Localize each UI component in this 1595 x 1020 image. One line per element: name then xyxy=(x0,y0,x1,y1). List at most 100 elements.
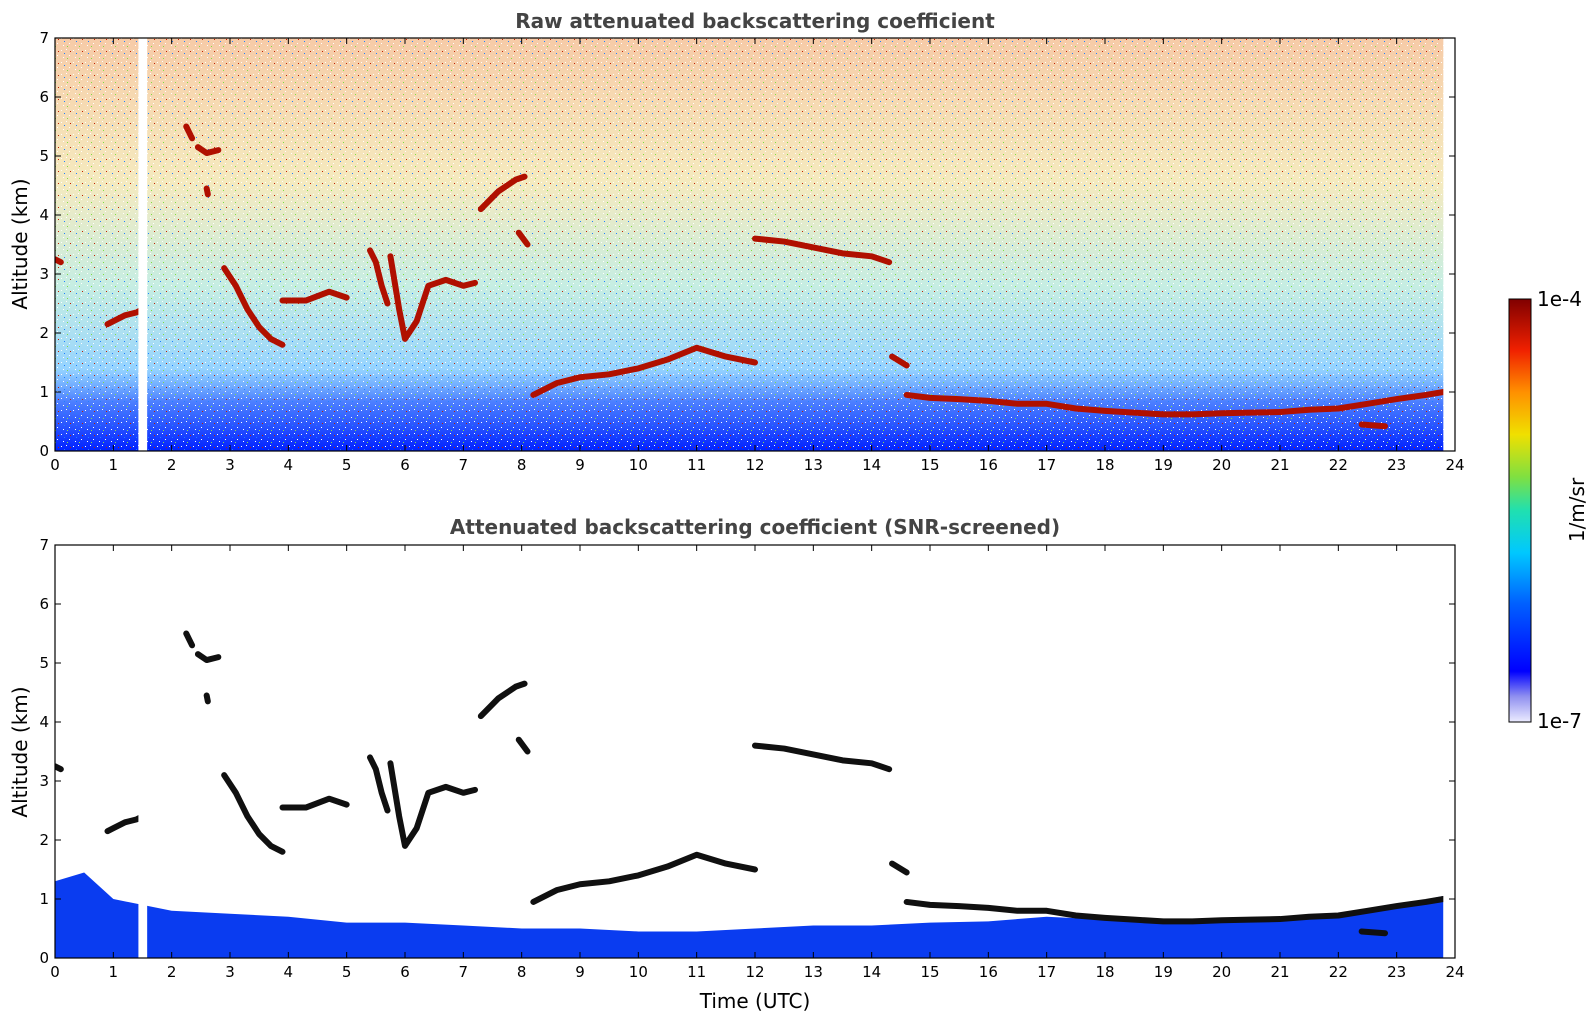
raw-x-tick-label: 20 xyxy=(1212,456,1231,474)
screened-data-end-gap xyxy=(1443,545,1455,958)
raw-y-tick-label: 6 xyxy=(39,88,49,106)
screened-cloud-layer xyxy=(221,772,286,855)
screened-x-tick-label: 8 xyxy=(517,963,527,981)
colorbar-gradient xyxy=(1508,298,1532,723)
raw-x-tick-label: 23 xyxy=(1387,456,1406,474)
screened-cloud-layer xyxy=(530,851,758,905)
screened-x-tick-label: 23 xyxy=(1387,963,1406,981)
raw-x-tick-label: 22 xyxy=(1329,456,1348,474)
raw-y-tick-label: 2 xyxy=(39,324,49,342)
raw-x-tick-label: 9 xyxy=(575,456,585,474)
screened-cloud-layer xyxy=(183,630,196,649)
raw-cloud-layer xyxy=(183,123,196,142)
raw-cloud-layer xyxy=(889,353,910,369)
screened-cloud-layer xyxy=(889,860,910,876)
colorbar-unit-label: 1/m/sr xyxy=(1565,477,1589,542)
raw-cloud-layer xyxy=(55,256,64,266)
screened-cloud-layer xyxy=(387,760,478,849)
raw-cloud-layer xyxy=(530,344,758,398)
raw-x-tick-label: 15 xyxy=(920,456,939,474)
raw-cloud-layer xyxy=(1358,421,1388,430)
screened-boundary-layer xyxy=(55,872,1444,958)
raw-cloud-layer xyxy=(477,173,528,213)
raw-x-tick-label: 1 xyxy=(109,456,119,474)
screened-cloud-layer xyxy=(203,692,211,705)
screened-x-tick-label: 18 xyxy=(1095,963,1114,981)
screened-cloud-layer xyxy=(903,896,1447,925)
screened-y-axis-label: Altitude (km) xyxy=(8,686,32,817)
screened-x-tick-label: 14 xyxy=(862,963,881,981)
raw-x-tick-label: 11 xyxy=(687,456,706,474)
screened-y-tick-label: 7 xyxy=(39,536,49,554)
raw-cloud-layer xyxy=(279,288,350,304)
raw-cloud-layer xyxy=(221,265,286,348)
screened-x-tick-label: 9 xyxy=(575,963,585,981)
raw-y-tick-label: 7 xyxy=(39,29,49,47)
x-axis-label: Time (UTC) xyxy=(699,989,811,1013)
screened-cloud-layer xyxy=(367,754,391,814)
screened-x-tick-label: 17 xyxy=(1037,963,1056,981)
raw-x-tick-label: 0 xyxy=(50,456,60,474)
raw-cloud-layer xyxy=(515,229,531,248)
screened-cloud-layer xyxy=(55,763,64,773)
screened-x-tick-label: 24 xyxy=(1445,963,1464,981)
screened-x-tick-label: 3 xyxy=(225,963,235,981)
raw-x-tick-label: 16 xyxy=(979,456,998,474)
raw-data-end-gap xyxy=(1443,38,1455,451)
colorbar-max-label: 1e-4 xyxy=(1537,287,1582,311)
screened-x-tick-label: 12 xyxy=(745,963,764,981)
raw-cloud-layer xyxy=(903,389,1447,418)
raw-x-tick-label: 2 xyxy=(167,456,177,474)
screened-cloud-layer xyxy=(752,742,893,773)
raw-y-tick-label: 3 xyxy=(39,265,49,283)
screened-panel: Attenuated backscattering coefficient (S… xyxy=(8,515,1465,1013)
screened-y-tick-label: 1 xyxy=(39,890,49,908)
screened-panel-title: Attenuated backscattering coefficient (S… xyxy=(450,515,1060,539)
raw-x-tick-label: 19 xyxy=(1154,456,1173,474)
raw-x-tick-label: 8 xyxy=(517,456,527,474)
screened-x-tick-label: 19 xyxy=(1154,963,1173,981)
screened-cloud-layer xyxy=(477,680,528,720)
screened-cloud-layer xyxy=(194,651,222,664)
raw-noise xyxy=(55,38,1455,451)
screened-x-tick-label: 20 xyxy=(1212,963,1231,981)
raw-y-tick-label: 5 xyxy=(39,147,49,165)
screened-x-tick-label: 22 xyxy=(1329,963,1348,981)
screened-x-tick-label: 2 xyxy=(167,963,177,981)
screened-y-tick-label: 2 xyxy=(39,831,49,849)
raw-x-tick-label: 3 xyxy=(225,456,235,474)
screened-y-tick-label: 6 xyxy=(39,595,49,613)
screened-x-tick-label: 21 xyxy=(1270,963,1289,981)
raw-x-tick-label: 18 xyxy=(1095,456,1114,474)
raw-y-axis-label: Altitude (km) xyxy=(8,178,32,309)
screened-y-tick-label: 5 xyxy=(39,654,49,672)
screened-y-tick-label: 0 xyxy=(39,949,49,967)
screened-x-tick-label: 0 xyxy=(50,963,60,981)
raw-data-gap xyxy=(138,38,148,451)
raw-x-tick-label: 10 xyxy=(629,456,648,474)
raw-cloud-layer xyxy=(367,247,391,307)
raw-x-tick-label: 13 xyxy=(804,456,823,474)
screened-cloud-layer xyxy=(515,736,531,755)
colorbar-min-label: 1e-7 xyxy=(1537,709,1582,733)
screened-x-tick-label: 11 xyxy=(687,963,706,981)
raw-cloud-layer xyxy=(194,144,222,157)
screened-x-tick-label: 6 xyxy=(400,963,410,981)
raw-cloud-layer xyxy=(203,185,211,198)
raw-x-tick-label: 4 xyxy=(284,456,294,474)
raw-y-tick-label: 0 xyxy=(39,442,49,460)
screened-x-tick-label: 1 xyxy=(109,963,119,981)
screened-data-gap xyxy=(138,545,148,958)
raw-panel: Raw attenuated backscattering coefficien… xyxy=(8,9,1465,474)
screened-cloud-layer xyxy=(1358,928,1388,937)
raw-x-tick-label: 12 xyxy=(745,456,764,474)
screened-x-tick-label: 4 xyxy=(284,963,294,981)
screened-x-tick-label: 15 xyxy=(920,963,939,981)
screened-y-tick-label: 3 xyxy=(39,772,49,790)
raw-y-tick-label: 4 xyxy=(39,206,49,224)
raw-x-tick-label: 14 xyxy=(862,456,881,474)
raw-x-tick-label: 24 xyxy=(1445,456,1464,474)
screened-x-tick-label: 5 xyxy=(342,963,352,981)
screened-x-tick-label: 10 xyxy=(629,963,648,981)
